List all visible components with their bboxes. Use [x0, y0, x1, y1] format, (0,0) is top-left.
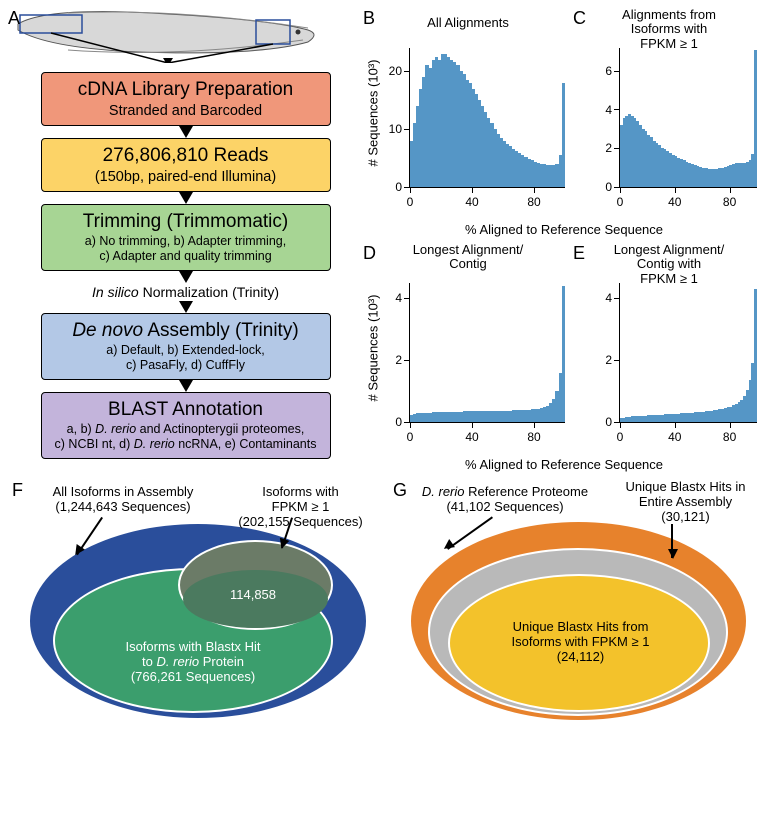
x-axis-label: % Aligned to Reference Sequence	[363, 222, 765, 237]
y-axis-label: # Sequences (10³)	[366, 295, 381, 402]
hist-title: Longest Alignment/Contig withFPKM ≥ 1	[573, 243, 765, 277]
panel-a: A cDNA Library PreparationStranded and B…	[8, 8, 363, 472]
panel-label-a: A	[8, 8, 20, 29]
hist-title: Alignments fromIsoforms withFPKM ≥ 1	[573, 8, 765, 42]
venn-label: Unique Blastx Hits inEntire Assembly(30,…	[608, 480, 763, 525]
hist-title: Longest Alignment/Contig	[363, 243, 573, 277]
normalization-text: In silico Normalization (Trinity)	[8, 284, 363, 300]
panel-f: F All Isoforms in Assembly(1,244,643 Seq…	[8, 480, 393, 730]
venn-label: Isoforms with Blastx Hitto D. rerio Prot…	[88, 640, 298, 685]
panel-label-f: F	[12, 480, 23, 501]
venn-label: All Isoforms in Assembly(1,244,643 Seque…	[28, 485, 218, 515]
venn-label: Isoforms withFPKM ≥ 1(202,155 Sequences)	[218, 485, 383, 530]
x-axis-label: % Aligned to Reference Sequence	[363, 457, 765, 472]
flow-box-2: Trimming (Trimmomatic)a) No trimming, b)…	[41, 204, 331, 271]
venn-label: D. rerio Reference Proteome(41,102 Seque…	[405, 485, 605, 515]
hist-C: CAlignments fromIsoforms withFPKM ≥ 1024…	[573, 8, 765, 218]
panel-label-b: B	[363, 8, 375, 29]
histogram-block: BAll Alignments0102004080# Sequences (10…	[363, 8, 765, 472]
hist-B: BAll Alignments0102004080# Sequences (10…	[363, 8, 573, 218]
hist-E: ELongest Alignment/Contig withFPKM ≥ 102…	[573, 243, 765, 453]
top-row: A cDNA Library PreparationStranded and B…	[8, 8, 765, 472]
figure: A cDNA Library PreparationStranded and B…	[8, 8, 765, 730]
venn-label: 114,858	[213, 588, 293, 603]
flow-box-0: cDNA Library PreparationStranded and Bar…	[41, 72, 331, 126]
y-axis-label: # Sequences (10³)	[366, 60, 381, 167]
hist-title: All Alignments	[363, 8, 573, 42]
hist-D: DLongest Alignment/Contig02404080# Seque…	[363, 243, 573, 453]
panel-label-e: E	[573, 243, 585, 264]
fish-illustration	[8, 8, 328, 63]
flow-box-1: 276,806,810 Reads(150bp, paired-end Illu…	[41, 138, 331, 192]
venn-label: Unique Blastx Hits fromIsoforms with FPK…	[488, 620, 673, 665]
flow-box-3: De novo Assembly (Trinity)a) Default, b)…	[41, 313, 331, 380]
flowchart: cDNA Library PreparationStranded and Bar…	[8, 72, 363, 459]
panel-label-d: D	[363, 243, 376, 264]
flow-box-4: BLAST Annotationa, b) D. rerio and Actin…	[41, 392, 331, 459]
panel-g: G D. rerio Reference Proteome(41,102 Seq…	[393, 480, 765, 730]
panel-label-c: C	[573, 8, 586, 29]
bottom-row: F All Isoforms in Assembly(1,244,643 Seq…	[8, 480, 765, 730]
